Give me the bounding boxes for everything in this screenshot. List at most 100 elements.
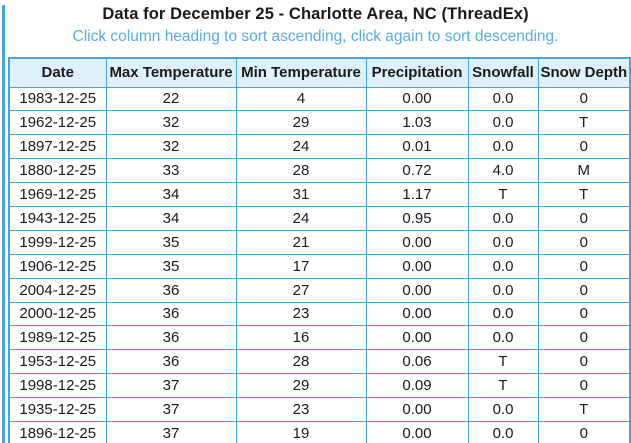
- cell-snowfall: 0.0: [467, 277, 539, 303]
- cell-min-temperature: 24: [235, 134, 367, 160]
- cell-date: 1943-12-25: [8, 205, 107, 231]
- cell-snow-depth: 0: [537, 420, 631, 443]
- cell-min-temperature: 29: [235, 110, 367, 136]
- cell-precipitation: 0.00: [365, 86, 469, 112]
- cell-snowfall: T: [467, 182, 539, 207]
- cell-min-temperature: 19: [235, 420, 367, 443]
- panel-left-border: [2, 5, 5, 443]
- table-header-row: Date Max Temperature Min Temperature Precip…: [8, 57, 631, 88]
- climate-data-table: Date Max Temperature Min Temperature Precip…: [8, 57, 631, 443]
- cell-snowfall: 0.0: [467, 325, 539, 351]
- cell-max-temperature: 22: [105, 86, 237, 112]
- cell-date: 2004-12-25: [8, 277, 107, 303]
- cell-snow-depth: T: [537, 182, 631, 207]
- cell-max-temperature: 34: [105, 182, 237, 207]
- column-header-min-temperature[interactable]: Min Temperature: [235, 57, 367, 88]
- cell-max-temperature: 33: [105, 158, 237, 184]
- column-header-date[interactable]: Date: [8, 57, 107, 88]
- table-row: 2000-12-25 36 23 0.00 0.0 0: [8, 301, 631, 327]
- cell-min-temperature: 4: [235, 86, 367, 112]
- table-row: 1983-12-25 22 4 0.00 0.0 0: [8, 86, 631, 112]
- cell-date: 1897-12-25: [8, 134, 107, 160]
- cell-snowfall: 4.0: [467, 158, 539, 184]
- cell-date: 1999-12-25: [8, 229, 107, 255]
- cell-precipitation: 0.00: [365, 229, 469, 255]
- table-row: 1880-12-25 33 28 0.72 4.0 M: [8, 158, 631, 184]
- cell-max-temperature: 35: [105, 229, 237, 255]
- table-row: 1999-12-25 35 21 0.00 0.0 0: [8, 229, 631, 255]
- cell-snow-depth: 0: [537, 277, 631, 303]
- page-title: Data for December 25 - Charlotte Area, N…: [102, 5, 529, 23]
- cell-snowfall: 0.0: [467, 397, 539, 422]
- cell-snow-depth: 0: [537, 205, 631, 231]
- table-row: 1989-12-25 36 16 0.00 0.0 0: [8, 325, 631, 351]
- cell-snow-depth: 0: [537, 134, 631, 160]
- cell-snowfall: T: [467, 349, 539, 375]
- cell-max-temperature: 35: [105, 253, 237, 279]
- cell-max-temperature: 34: [105, 205, 237, 231]
- cell-precipitation: 0.72: [365, 158, 469, 184]
- table-row: 1969-12-25 34 31 1.17 T T: [8, 182, 631, 207]
- cell-precipitation: 0.00: [365, 301, 469, 327]
- cell-min-temperature: 27: [235, 277, 367, 303]
- cell-snowfall: 0.0: [467, 301, 539, 327]
- cell-min-temperature: 23: [235, 301, 367, 327]
- cell-date: 2000-12-25: [8, 301, 107, 327]
- cell-max-temperature: 37: [105, 420, 237, 443]
- table-row: 1896-12-25 37 19 0.00 0.0 0: [8, 420, 631, 443]
- cell-min-temperature: 29: [235, 373, 367, 399]
- cell-min-temperature: 28: [235, 349, 367, 375]
- table-header-row: Date Max Temperature Min Temperature Precip…: [8, 57, 631, 88]
- column-header-snow-depth[interactable]: Snow Depth: [537, 57, 631, 88]
- cell-snow-depth: 0: [537, 373, 631, 399]
- cell-date: 1983-12-25: [8, 86, 107, 112]
- cell-snowfall: 0.0: [467, 229, 539, 255]
- table-row: 1962-12-25 32 29 1.03 0.0 T: [8, 110, 631, 136]
- cell-max-temperature: 32: [105, 134, 237, 160]
- cell-max-temperature: 32: [105, 110, 237, 136]
- table-row: 1953-12-25 36 28 0.06 T 0: [8, 349, 631, 375]
- cell-date: 1962-12-25: [8, 110, 107, 136]
- cell-max-temperature: 36: [105, 325, 237, 351]
- cell-snowfall: 0.0: [467, 420, 539, 443]
- cell-snow-depth: 0: [537, 349, 631, 375]
- table-body: 1983-12-25 22 4 0.00 0.0 0 1962-12-25 32 29 1.03 0…: [8, 86, 631, 443]
- cell-snow-depth: 0: [537, 86, 631, 112]
- cell-min-temperature: 21: [235, 229, 367, 255]
- cell-precipitation: 0.00: [365, 253, 469, 279]
- cell-snowfall: 0.0: [467, 86, 539, 112]
- table-row: 1897-12-25 32 24 0.01 0.0 0: [8, 134, 631, 160]
- cell-snow-depth: M: [537, 158, 631, 184]
- cell-snowfall: 0.0: [467, 205, 539, 231]
- cell-snow-depth: T: [537, 397, 631, 422]
- cell-min-temperature: 23: [235, 397, 367, 422]
- cell-max-temperature: 36: [105, 277, 237, 303]
- cell-max-temperature: 37: [105, 373, 237, 399]
- table-row: 1998-12-25 37 29 0.09 T 0: [8, 373, 631, 399]
- cell-date: 1953-12-25: [8, 349, 107, 375]
- cell-precipitation: 0.01: [365, 134, 469, 160]
- cell-min-temperature: 24: [235, 205, 367, 231]
- cell-max-temperature: 36: [105, 301, 237, 327]
- cell-snowfall: 0.0: [467, 110, 539, 136]
- cell-precipitation: 1.03: [365, 110, 469, 136]
- cell-date: 1906-12-25: [8, 253, 107, 279]
- cell-snow-depth: 0: [537, 229, 631, 255]
- column-header-precipitation[interactable]: Precipitation: [365, 57, 469, 88]
- cell-min-temperature: 31: [235, 182, 367, 207]
- cell-snowfall: 0.0: [467, 134, 539, 160]
- cell-snowfall: T: [467, 373, 539, 399]
- table-row: 2004-12-25 36 27 0.00 0.0 0: [8, 277, 631, 303]
- cell-date: 1935-12-25: [8, 397, 107, 422]
- column-header-max-temperature[interactable]: Max Temperature: [105, 57, 237, 88]
- cell-date: 1880-12-25: [8, 158, 107, 184]
- cell-precipitation: 0.00: [365, 420, 469, 443]
- table-row: 1906-12-25 35 17 0.00 0.0 0: [8, 253, 631, 279]
- cell-snow-depth: T: [537, 110, 631, 136]
- cell-snow-depth: 0: [537, 325, 631, 351]
- cell-precipitation: 0.95: [365, 205, 469, 231]
- table-row: 1943-12-25 34 24 0.95 0.0 0: [8, 205, 631, 231]
- cell-min-temperature: 16: [235, 325, 367, 351]
- cell-date: 1989-12-25: [8, 325, 107, 351]
- column-header-snowfall[interactable]: Snowfall: [467, 57, 539, 88]
